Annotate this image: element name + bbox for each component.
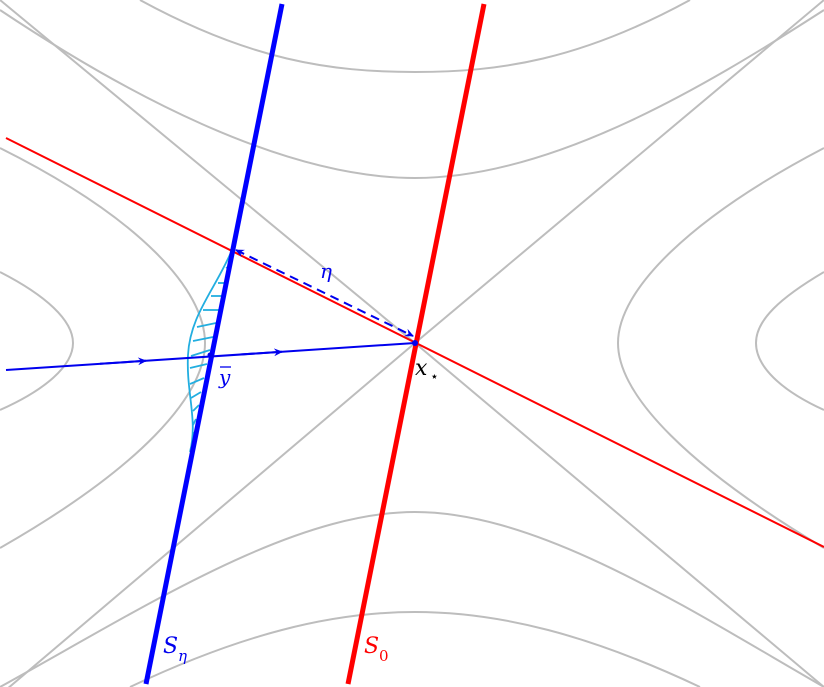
bottom-hyperbola-outer xyxy=(0,510,824,687)
top-hyperbola-inner xyxy=(139,0,691,74)
trajectory-arrow-2 xyxy=(239,348,283,357)
section-s-eta xyxy=(143,3,285,685)
svg-text:S: S xyxy=(364,634,379,659)
xstar-label: x ⋆ xyxy=(415,356,439,385)
svg-text:x: x xyxy=(415,356,428,381)
bottom-hyperbola-inner xyxy=(129,610,701,687)
eta-label: η xyxy=(320,259,332,283)
point-ybar xyxy=(207,352,213,358)
left-hyperbola-outer xyxy=(0,147,207,549)
saddle-point-xstar xyxy=(412,340,418,346)
right-hyperbola-outer xyxy=(616,147,824,549)
right-hyperbola-inner xyxy=(754,271,824,411)
s-0-label: S 0 xyxy=(364,634,389,665)
s-eta-label: S η xyxy=(163,634,187,665)
svg-text:S: S xyxy=(163,634,178,659)
svg-text:y: y xyxy=(218,365,231,389)
svg-text:η: η xyxy=(178,647,187,665)
eta-distance-arrow xyxy=(235,249,414,337)
top-hyperbola-outer xyxy=(0,9,824,180)
svg-text:⋆: ⋆ xyxy=(430,369,439,385)
trajectory-arrow-1 xyxy=(99,357,147,366)
left-hyperbola-inner xyxy=(0,271,75,411)
hatched-region-outline xyxy=(186,249,233,453)
svg-text:0: 0 xyxy=(379,647,389,665)
ybar-label: y xyxy=(218,365,231,389)
